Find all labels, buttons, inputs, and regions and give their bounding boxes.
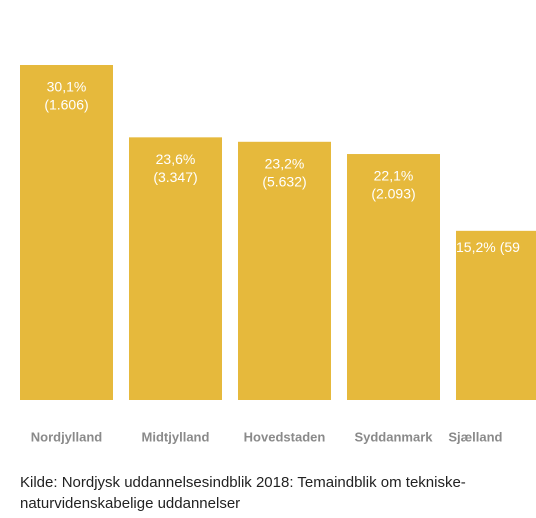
x-tick-label: Midtjylland xyxy=(142,429,210,444)
count-label: (2.093) xyxy=(371,186,415,202)
count-label: (5.632) xyxy=(262,173,306,189)
bar xyxy=(20,65,113,400)
bar xyxy=(129,137,222,400)
bar xyxy=(456,230,536,400)
value-label: 15,2% xyxy=(456,239,496,255)
value-label: 23,2% xyxy=(265,155,305,171)
x-tick-label: Nordjylland xyxy=(31,429,103,444)
chart: 30,1% (1.606) Nordjylland 23,6% (3.347) Midtj… xyxy=(20,65,536,444)
x-tick-label: Hovedstaden xyxy=(244,429,326,444)
count-label: (59 xyxy=(500,239,520,255)
value-label: 22,1% xyxy=(374,168,414,184)
x-tick-label: Syddanmark xyxy=(354,429,433,444)
count-label: (3.347) xyxy=(153,169,197,185)
value-label: 23,6% xyxy=(156,151,196,167)
source-note: Kilde: Nordjysk uddannelsesindblik 2018:… xyxy=(20,474,466,512)
value-label: 15,2% (59 xyxy=(456,239,520,255)
value-label: 30,1% xyxy=(47,79,87,95)
x-tick-label: Sjælland xyxy=(448,429,502,444)
count-label: (1.606) xyxy=(44,97,88,113)
bar xyxy=(347,154,440,400)
bar xyxy=(238,141,331,401)
